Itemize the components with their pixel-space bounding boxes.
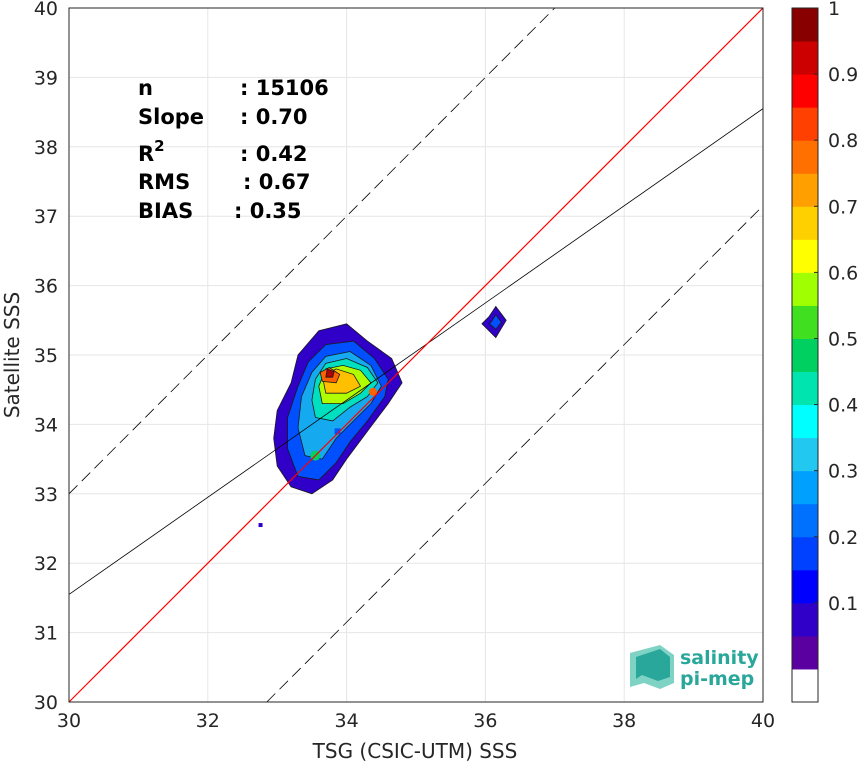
plot-frame [68, 7, 764, 703]
x-tick-label: 36 [473, 710, 497, 732]
stat-label: Slope [138, 105, 204, 129]
colorbar-tick-label: 0.7 [828, 196, 858, 218]
colorbar-segment [792, 173, 818, 207]
x-tick-label: 30 [57, 710, 81, 732]
colorbar-segment [792, 8, 818, 42]
colorbar-segment [792, 470, 818, 505]
colorbar-segment [792, 404, 818, 439]
colorbar-frame [791, 7, 819, 703]
colorbar-tick-label: 0.1 [828, 593, 858, 615]
colorbar-segment [792, 206, 818, 240]
x-tick-label: 34 [335, 710, 359, 732]
stat-label: BIAS [138, 199, 193, 223]
y-tick-label: 40 [34, 0, 58, 20]
colorbar-segment [792, 536, 818, 571]
colorbar: 0.1 0.2 0.3 0.4 0.5 0.6 0.7 0.8 0.9 1 [791, 0, 858, 703]
y-tick-label: 31 [34, 623, 58, 645]
colorbar-segment [792, 239, 818, 273]
logo-line2: pi-mep [680, 668, 754, 690]
x-tick-label: 38 [612, 710, 636, 732]
y-tick-label: 34 [34, 414, 58, 436]
x-tick-label: 40 [751, 710, 775, 732]
y-tick-labels: 30 31 32 33 34 35 36 37 38 39 40 [34, 0, 58, 714]
stat-value: : 0.67 [243, 170, 311, 194]
y-tick-label: 39 [34, 67, 58, 89]
colorbar-segment [792, 371, 818, 406]
x-axis-label: TSG (CSIC-UTM) SSS [312, 739, 518, 763]
colorbar-tick-label: 0.9 [828, 64, 858, 86]
y-tick-label: 37 [34, 206, 58, 228]
stat-value: : 0.70 [240, 105, 308, 129]
colorbar-segment [792, 305, 818, 339]
colorbar-segment [792, 74, 818, 108]
lower-bound-dashed-line [266, 205, 764, 703]
stat-label: RMS [138, 170, 190, 194]
stat-value: : 0.35 [234, 199, 302, 223]
colorbar-tick-label: 0.8 [828, 130, 858, 152]
colorbar-segment [792, 437, 818, 472]
colorbar-segment [792, 569, 818, 604]
colorbar-tick-label: 0.4 [828, 395, 858, 417]
colorbar-segment [792, 503, 818, 538]
density-spot [334, 428, 341, 435]
logo-line1: salinity [680, 647, 759, 669]
colorbar-segment [792, 635, 818, 670]
colorbar-segment [792, 668, 818, 703]
identity-line [68, 7, 764, 703]
stat-value: : 15106 [240, 76, 329, 100]
stat-label: R2 [138, 137, 165, 166]
y-axis-label: Satellite SSS [0, 292, 24, 418]
colorbar-tick-label: 1 [828, 0, 840, 20]
y-tick-label: 36 [34, 276, 58, 298]
y-tick-label: 32 [34, 553, 58, 575]
stat-label: n [138, 76, 153, 100]
salinity-pimep-logo: salinity pi-mep [630, 645, 759, 690]
y-tick-label: 35 [34, 345, 58, 367]
x-tick-label: 32 [196, 710, 220, 732]
density-contour [325, 368, 335, 378]
colorbar-tick-label: 0.3 [828, 461, 858, 483]
colorbar-segment [792, 602, 818, 637]
y-tick-label: 38 [34, 137, 58, 159]
regression-line [68, 108, 764, 595]
density-spot [258, 523, 263, 528]
logo-wave-icon-dark [636, 649, 670, 681]
stat-value: : 0.42 [240, 142, 308, 166]
colorbar-segment [792, 140, 818, 174]
colorbar-segment [792, 107, 818, 141]
reference-lines [68, 7, 764, 703]
colorbar-tick-label: 0.2 [828, 527, 858, 549]
x-tick-labels: 30 32 34 36 38 40 [57, 710, 775, 732]
stats-box: n : 15106 Slope : 0.70 R2 : 0.42 RMS : 0.67 BIAS… [138, 76, 329, 223]
y-tick-label: 30 [34, 692, 58, 714]
colorbar-segment [792, 272, 818, 306]
y-tick-label: 33 [34, 484, 58, 506]
upper-bound-dashed-line [68, 7, 556, 495]
density-contour [489, 313, 502, 330]
density-spot [368, 387, 377, 396]
colorbar-tick-label: 0.5 [828, 328, 858, 350]
colorbar-segment [792, 41, 818, 75]
colorbar-segment [792, 338, 818, 373]
colorbar-tick-label: 0.6 [828, 262, 858, 284]
